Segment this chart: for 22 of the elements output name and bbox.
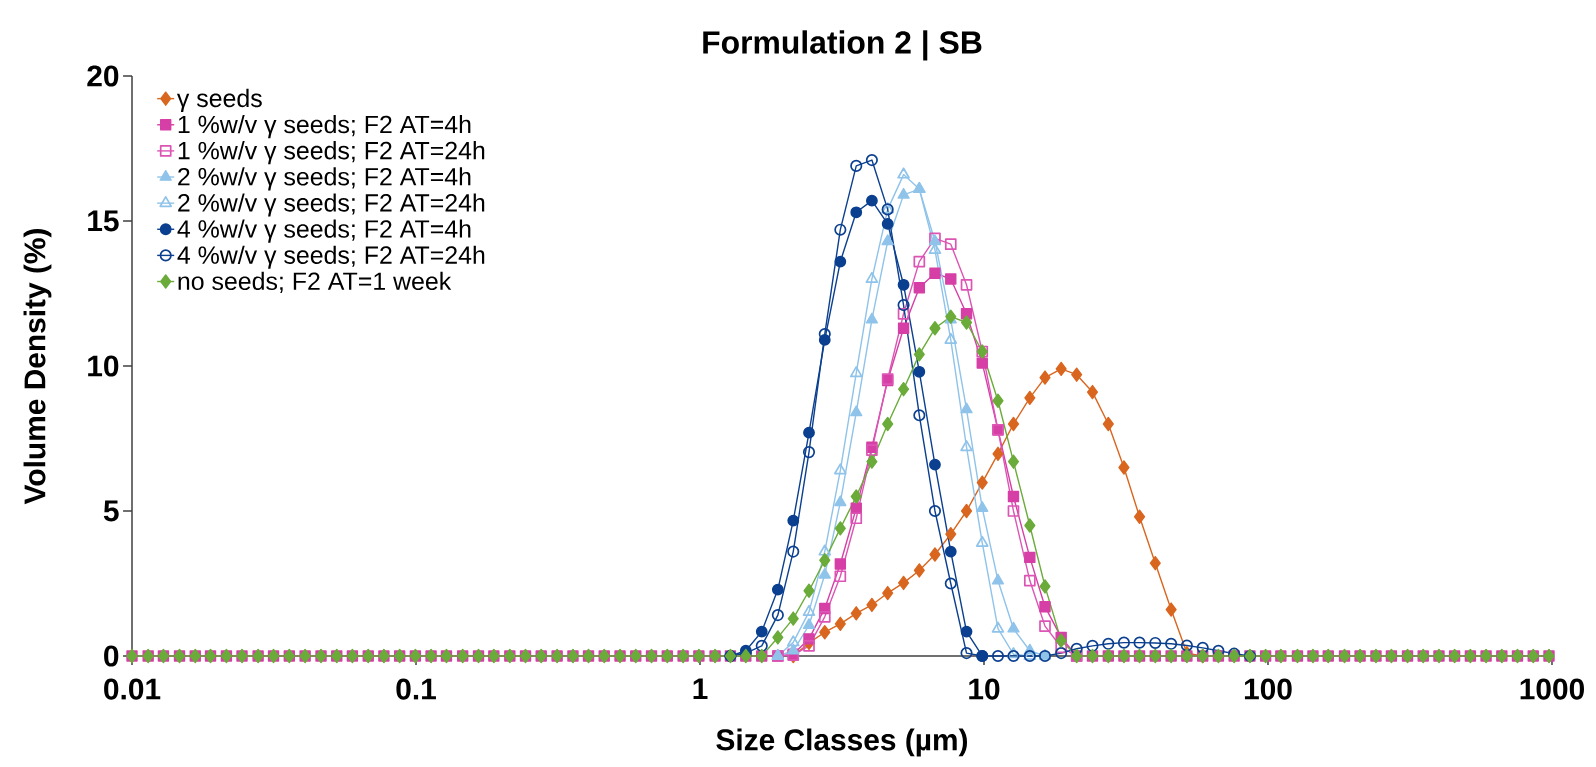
legend-label: no seeds; F2 AT=1 week	[178, 271, 452, 293]
legend-label: 4 %w/v γ seeds; F2 AT=4h	[177, 219, 471, 243]
x-axis-title: Size Classes (µm)	[716, 728, 968, 757]
legend-label: 1 %w/v γ seeds; F2 AT=4h	[178, 115, 471, 139]
legend-label: 2 %w/v γ seeds; F2 AT=4h	[178, 167, 471, 191]
x-tick-label: 100	[1244, 678, 1292, 700]
legend-label: 2 %w/v γ seeds; F2 AT=24h	[178, 193, 485, 217]
x-tick-label: 1000	[1520, 678, 1584, 700]
y-tick-label: 0	[104, 645, 119, 667]
x-tick-label: 0.01	[104, 678, 161, 700]
legend-label: 4 %w/v γ seeds; F2 AT=24h	[177, 245, 485, 269]
y-axis-title: Volume Density (%)	[23, 229, 52, 505]
x-tick-label: 0.1	[396, 678, 436, 700]
x-tick-label: 1	[693, 678, 708, 700]
legend-label: 1 %w/v γ seeds; F2 AT=24h	[178, 141, 485, 165]
y-tick-label: 15	[88, 210, 119, 232]
legend-label: γ seeds	[176, 88, 262, 113]
x-tick-label: 10	[969, 678, 1000, 700]
chart-title: Formulation 2 | SB	[703, 30, 982, 61]
y-tick-label: 10	[88, 355, 119, 377]
y-tick-label: 20	[87, 65, 119, 87]
y-tick-label: 5	[103, 500, 119, 522]
